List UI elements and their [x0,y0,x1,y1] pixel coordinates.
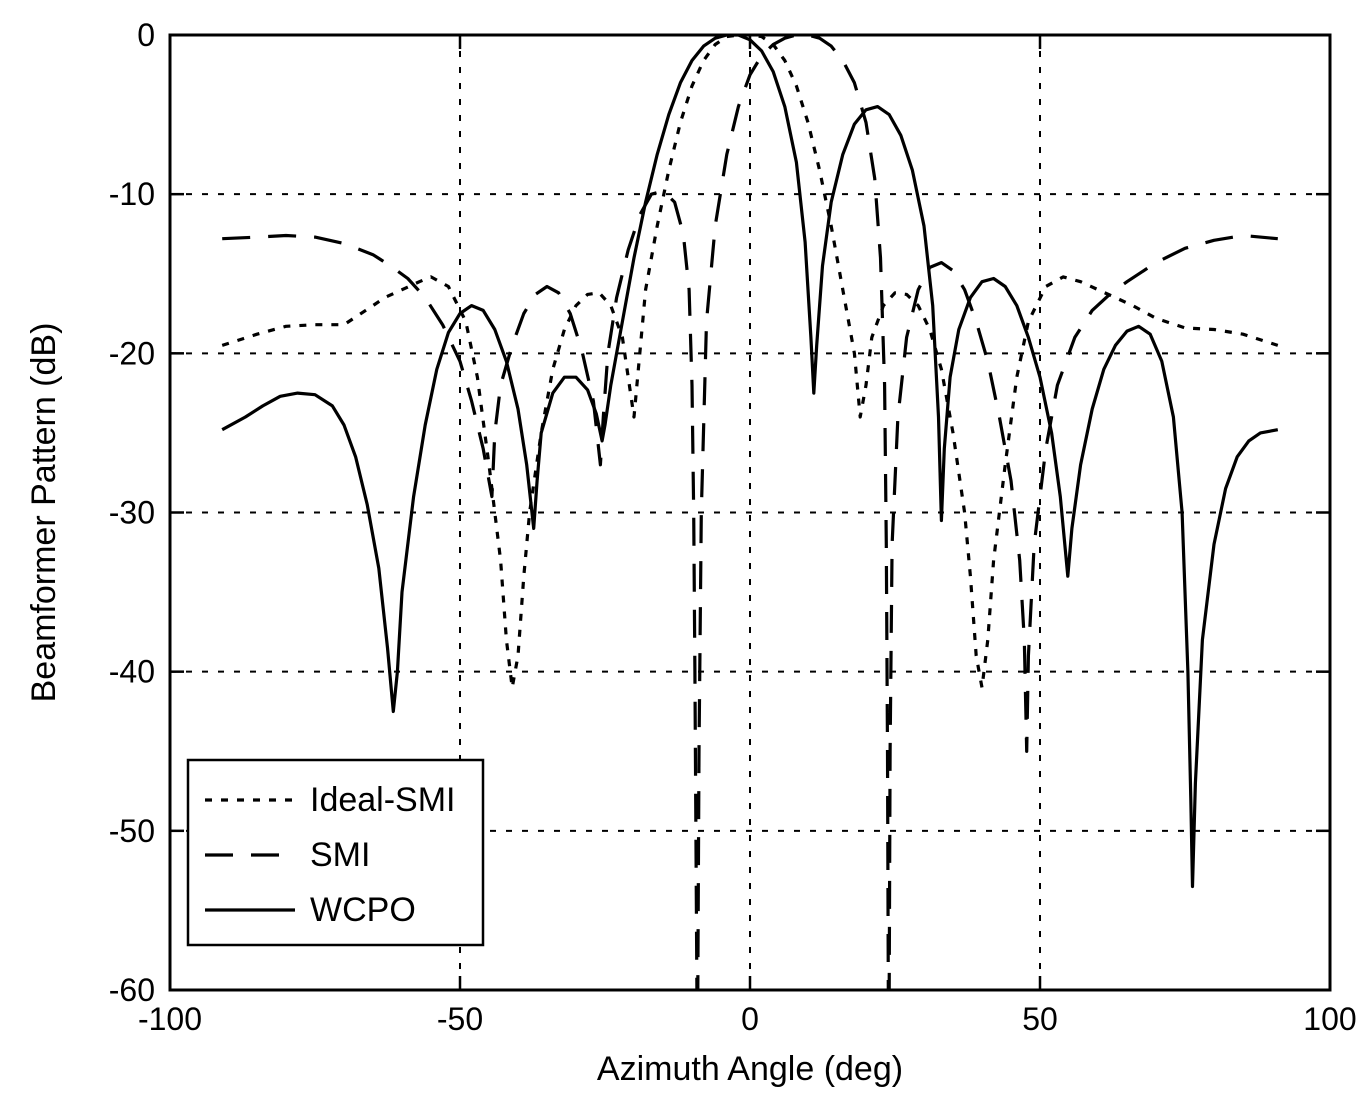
xtick-label: 0 [741,1001,759,1037]
beamformer-chart: -100-50050100-60-50-40-30-20-100Azimuth … [0,0,1369,1113]
legend-label: Ideal-SMI [310,781,456,819]
x-axis-label: Azimuth Angle (deg) [597,1050,903,1088]
ytick-label: -10 [109,176,155,212]
y-axis-label: Beamformer Pattern (dB) [25,323,63,703]
ytick-label: -30 [109,495,155,531]
ytick-label: -20 [109,335,155,371]
chart-svg: -100-50050100-60-50-40-30-20-100Azimuth … [0,0,1369,1113]
xtick-label: 100 [1303,1001,1356,1037]
ytick-label: -50 [109,813,155,849]
xtick-label: 50 [1022,1001,1058,1037]
legend-label: SMI [310,836,370,874]
xtick-label: -50 [437,1001,483,1037]
ytick-label: -60 [109,972,155,1008]
legend-label: WCPO [310,891,416,929]
ytick-label: 0 [137,17,155,53]
legend: Ideal-SMI SMI WCPO [188,760,483,945]
ytick-label: -40 [109,654,155,690]
